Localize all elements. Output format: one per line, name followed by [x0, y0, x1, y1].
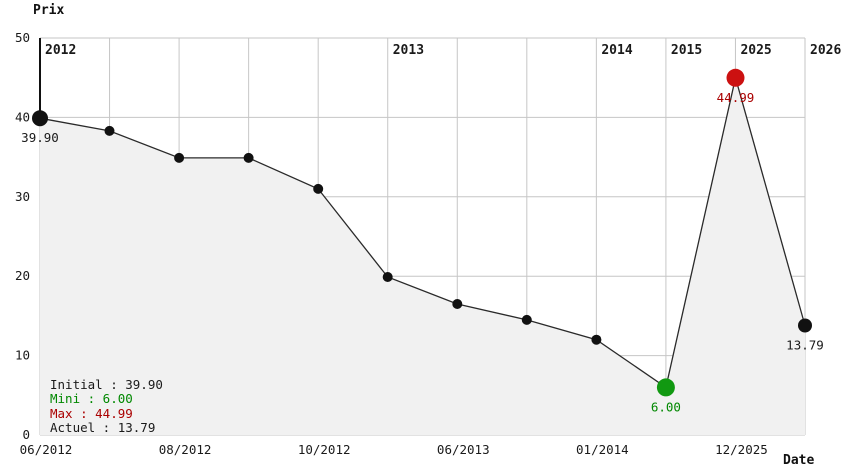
area-fill — [40, 77, 805, 436]
y-tick-label: 10 — [15, 348, 30, 363]
y-tick-label: 30 — [15, 189, 30, 204]
data-point[interactable] — [521, 314, 532, 325]
x-tick-label: 06/2012 — [20, 442, 73, 457]
legend-item-mini: Mini : 6.00 — [50, 391, 133, 407]
point-value-label: 13.79 — [786, 338, 824, 353]
price-summary-legend: Initial : 39.90 Mini : 6.00 Max : 44.99 Act… — [50, 377, 163, 435]
y-tick-label: 50 — [15, 30, 30, 45]
x-tick-label: 10/2012 — [298, 442, 351, 457]
year-label: 2026 — [810, 43, 841, 58]
price-line — [39, 77, 806, 389]
data-point[interactable] — [104, 125, 115, 136]
data-point[interactable] — [32, 110, 48, 127]
x-tick-label: 01/2014 — [576, 442, 629, 457]
year-label: 2012 — [45, 43, 76, 58]
year-label: 2015 — [671, 43, 702, 58]
data-point[interactable] — [174, 152, 185, 163]
y-axis-title: Prix — [33, 3, 65, 18]
point-value-label: 39.90 — [21, 130, 59, 145]
legend-item-initial: Initial : 39.90 — [50, 377, 163, 392]
point-value-label: 44.99 — [717, 90, 755, 105]
year-label: 2025 — [740, 43, 771, 58]
data-point[interactable] — [243, 152, 254, 163]
data-point[interactable] — [726, 68, 745, 87]
legend-item-actuel: Actuel : 13.79 — [50, 419, 156, 435]
year-label: 2014 — [601, 43, 632, 58]
data-point[interactable] — [382, 272, 393, 282]
data-point[interactable] — [656, 378, 675, 397]
point-value-label: 6.00 — [651, 399, 681, 414]
legend-item-max: Max : 44.99 — [50, 405, 133, 421]
data-point[interactable] — [452, 299, 463, 309]
x-axis-title: Date — [783, 453, 815, 468]
year-label: 2013 — [393, 43, 424, 58]
data-point[interactable] — [313, 183, 324, 194]
y-tick-label: 20 — [15, 268, 30, 283]
x-tick-label: 06/2013 — [437, 442, 490, 457]
data-point[interactable] — [798, 318, 812, 333]
x-tick-label: 08/2012 — [159, 442, 212, 457]
y-tick-label: 0 — [22, 427, 30, 442]
x-tick-label: 12/2025 — [715, 442, 768, 457]
y-tick-label: 40 — [15, 109, 30, 124]
data-point[interactable] — [591, 334, 602, 345]
